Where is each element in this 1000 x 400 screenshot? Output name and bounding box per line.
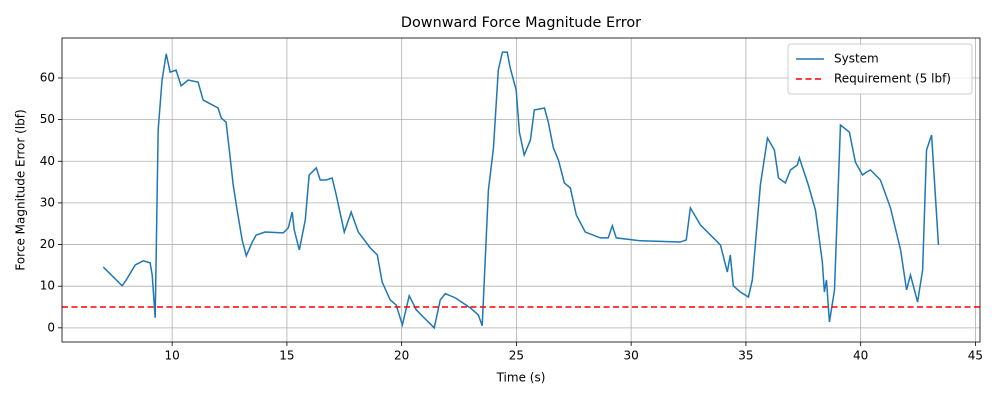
chart-title: Downward Force Magnitude Error bbox=[401, 15, 641, 31]
x-tick-label: 25 bbox=[509, 349, 524, 363]
legend-label: Requirement (5 lbf) bbox=[834, 72, 951, 86]
x-tick-label: 35 bbox=[738, 349, 753, 363]
plot-frame bbox=[61, 37, 981, 343]
legend-label: System bbox=[834, 52, 879, 66]
y-tick-label: 30 bbox=[40, 195, 55, 209]
y-tick-label: 50 bbox=[40, 112, 55, 126]
x-axis-label: Time (s) bbox=[496, 371, 546, 385]
y-tick-label: 40 bbox=[40, 154, 55, 168]
y-tick-label: 10 bbox=[40, 279, 55, 293]
y-tick-label: 0 bbox=[47, 320, 55, 334]
x-tick-label: 30 bbox=[624, 349, 639, 363]
x-tick-label: 45 bbox=[968, 349, 983, 363]
x-tick-label: 40 bbox=[853, 349, 868, 363]
y-tick-label: 20 bbox=[40, 237, 55, 251]
x-tick-label: 15 bbox=[279, 349, 294, 363]
x-tick-label: 10 bbox=[165, 349, 180, 363]
series-line bbox=[102, 51, 940, 330]
y-axis-label: Force Magnitude Error (lbf) bbox=[14, 109, 28, 270]
x-tick-label: 20 bbox=[394, 349, 409, 363]
y-tick-label: 60 bbox=[40, 70, 55, 84]
legend-box bbox=[787, 43, 973, 95]
